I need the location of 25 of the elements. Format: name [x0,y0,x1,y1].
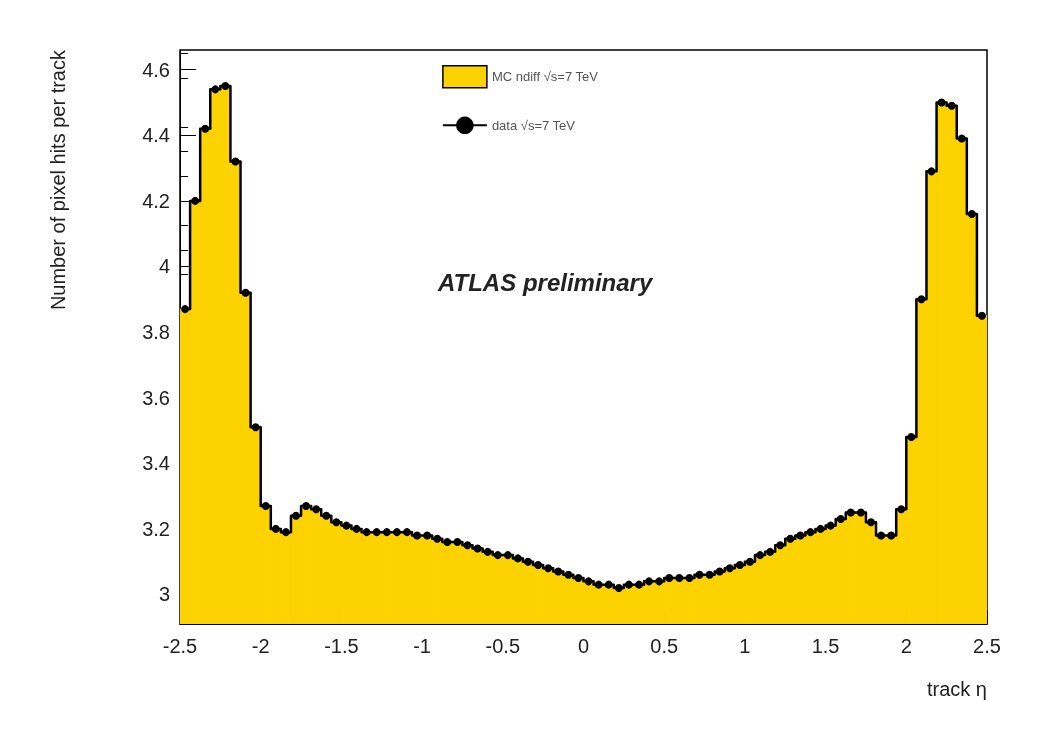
annotation: ATLAS preliminary [437,268,654,296]
y-tick-label: 3.2 [142,517,170,540]
x-tick-label: -1 [413,635,431,657]
y-tick-label: 3.6 [142,386,170,409]
y-tick-label: 3.8 [142,321,170,344]
legend-label: data √s=7 TeV [491,117,576,133]
x-tick-label: 1.5 [811,635,840,657]
x-axis-title: track η [926,678,987,700]
y-tick-label: 3 [158,583,170,606]
y-tick-label: 3.4 [142,452,170,475]
x-tick-label: -0.5 [485,635,521,657]
x-tick-label: -2.5 [162,635,198,657]
x-tick-label: 0.5 [650,635,679,657]
x-tick-label: 2.5 [973,635,1001,657]
x-tick-label: 2 [900,635,912,657]
legend-label: MC ndiff √s=7 TeV [491,69,599,85]
x-tick-label: -1.5 [324,635,359,657]
y-axis-title: Number of pixel hits per track [47,49,69,311]
x-tick-label: 1 [739,635,751,657]
x-tick-label: -2 [251,635,270,657]
x-tick-label: 0 [577,635,590,657]
y-tick-label: 4 [158,255,170,278]
y-tick-label: 4.2 [142,189,170,212]
y-tick-label: 4.6 [142,58,170,81]
y-tick-label: 4.4 [142,124,170,147]
